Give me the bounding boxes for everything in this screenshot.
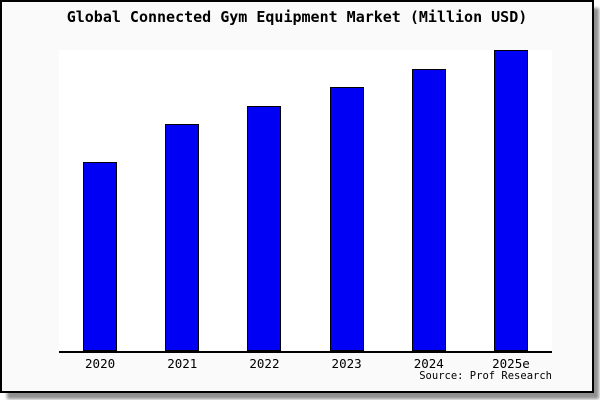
bar-slot-2022 (223, 50, 305, 351)
x-tick-label-2023: 2023 (331, 356, 362, 371)
x-tick-label-2020: 2020 (85, 356, 116, 371)
chart-window: Global Connected Gym Equipment Market (M… (0, 0, 594, 393)
bar-2025e (493, 50, 528, 351)
bar-2023 (329, 87, 364, 351)
x-tick-label-2024: 2024 (413, 356, 444, 371)
bar-slot-2021 (141, 50, 223, 351)
x-tick-label-2022: 2022 (249, 356, 280, 371)
plot-area (59, 50, 552, 351)
bar-slot-2023 (306, 50, 388, 351)
source-note: Source: Prof Research (419, 370, 552, 382)
x-axis-labels: 2020 2021 2022 2023 2024 2025e (59, 356, 552, 371)
bar-2020 (83, 161, 118, 351)
chart-title: Global Connected Gym Equipment Market (M… (66, 8, 528, 26)
x-tick-label-2025e: 2025e (492, 356, 530, 371)
bar-2021 (165, 124, 200, 351)
x-tick-label-2021: 2021 (167, 356, 198, 371)
x-axis-line (59, 351, 552, 353)
bar-slot-2024 (388, 50, 470, 351)
bar-2022 (247, 106, 282, 351)
bar-slot-2020 (59, 50, 141, 351)
bar-slot-2025e (470, 50, 552, 351)
bar-2024 (411, 68, 446, 351)
